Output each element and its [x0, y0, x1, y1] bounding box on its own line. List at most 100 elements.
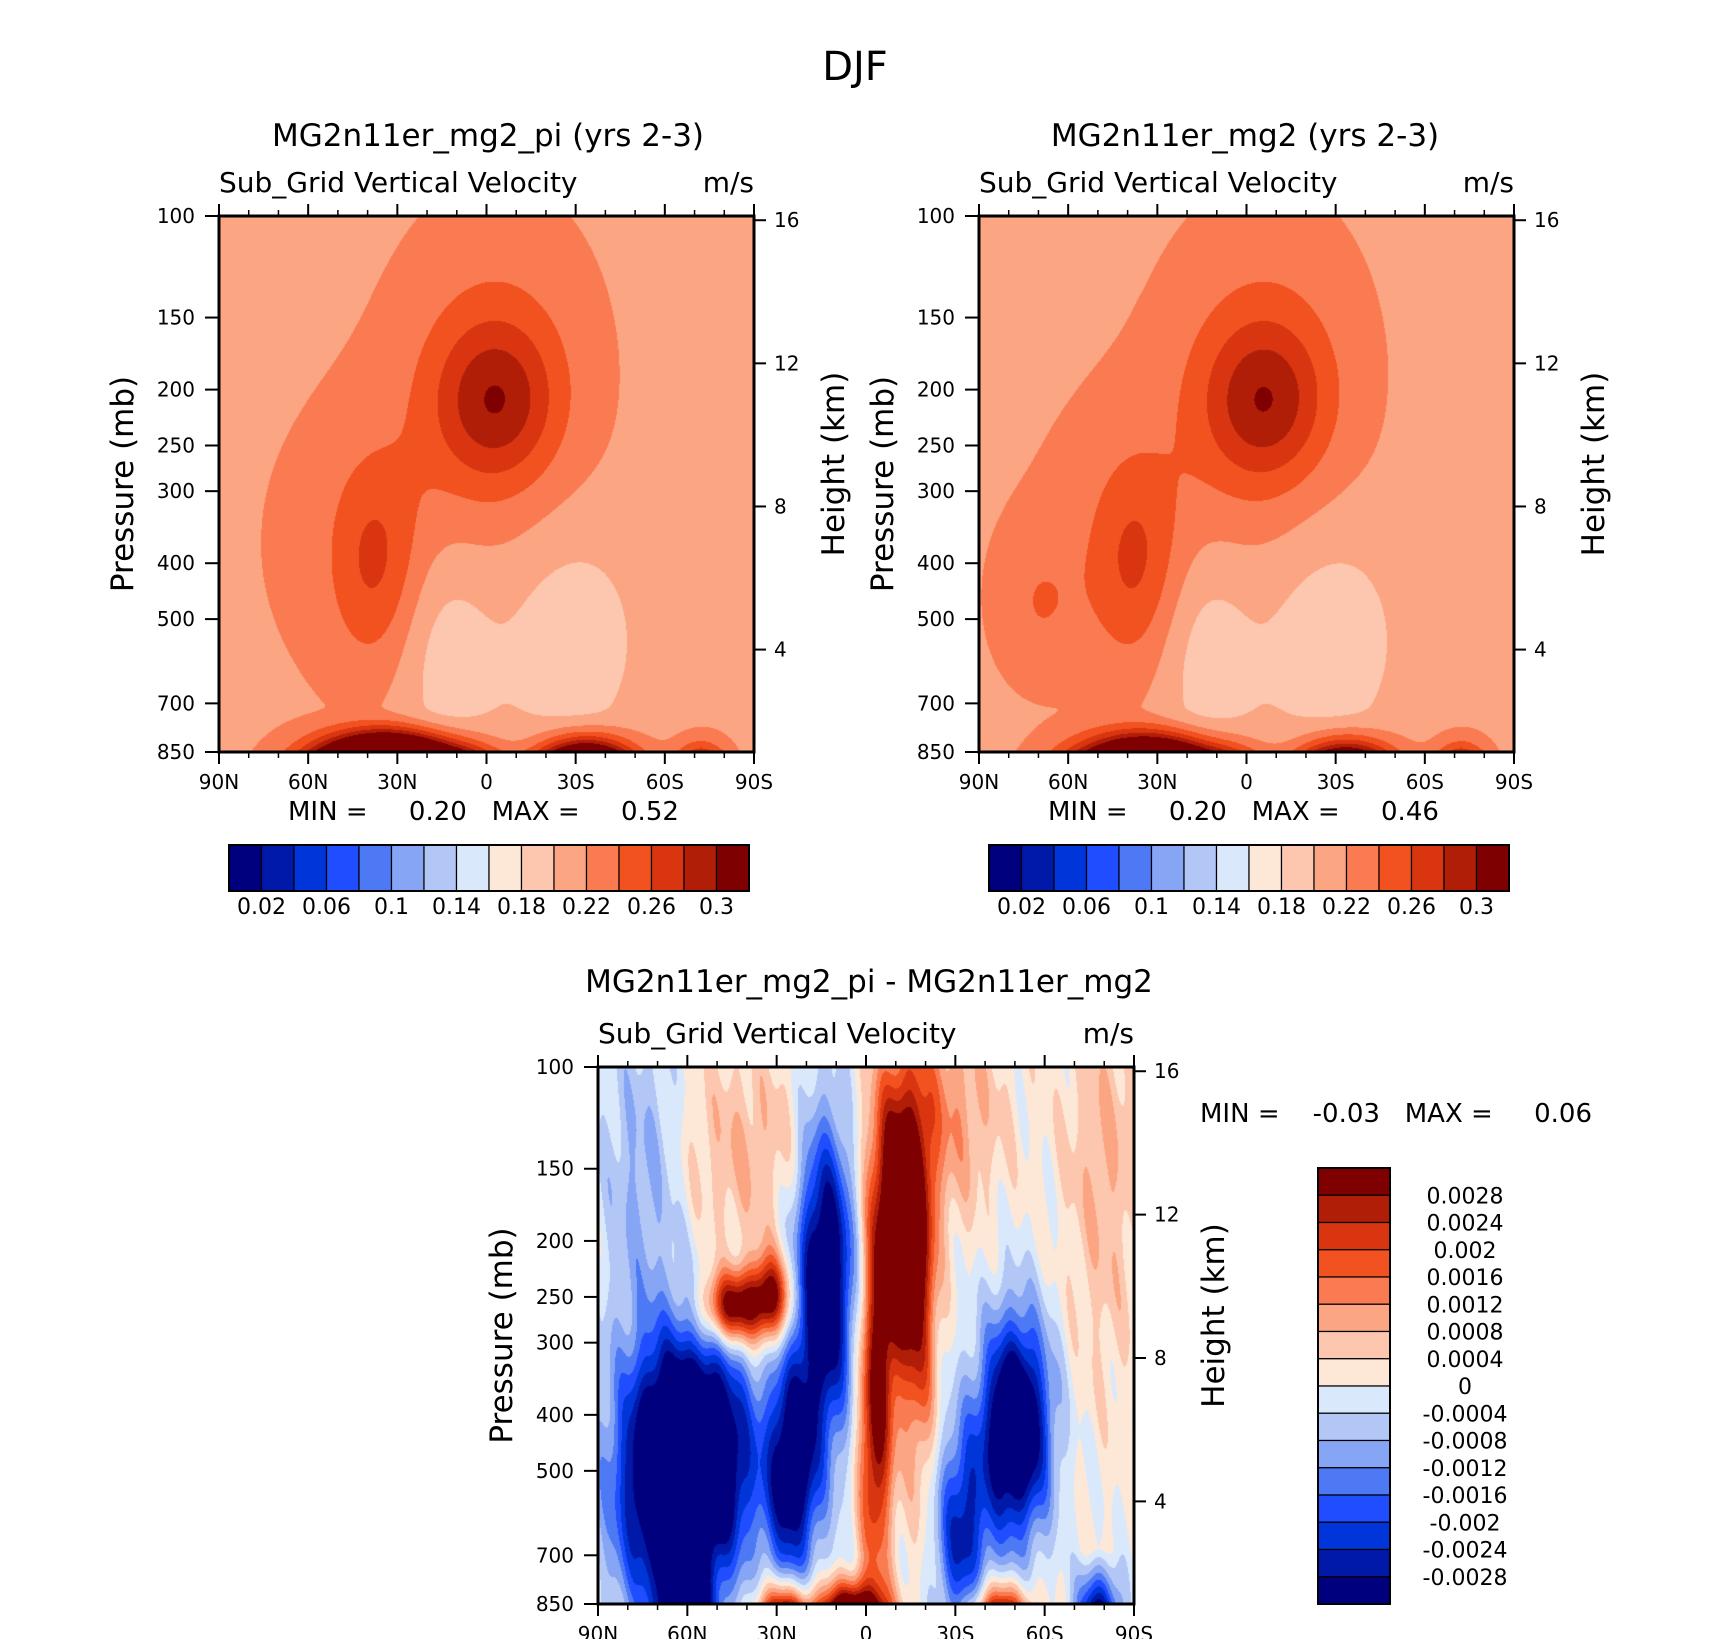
colorbar-swatch — [1317, 1194, 1391, 1224]
lat-tick-label: 60N — [288, 770, 328, 794]
pressure-tick-label: 850 — [157, 740, 195, 764]
colorbar-swatch — [1150, 844, 1185, 892]
panel-1-plot-area: 100 150 200 250 300 400 500 700 850 16 12 8 4 90N 60N 3… — [105, 204, 852, 794]
colorbar-swatch — [1317, 1412, 1391, 1442]
pressure-tick-label: 250 — [917, 433, 955, 457]
lat-tick-label: 90S — [1495, 770, 1533, 794]
colorbar-swatch — [1317, 1330, 1391, 1360]
pressure-tick-label: 700 — [917, 691, 955, 715]
colorbar-swatch — [358, 844, 393, 892]
panel-2-field-heatmap — [979, 216, 1514, 752]
colorbar-swatch — [1118, 844, 1153, 892]
colorbar-label: 0.002 — [1434, 1239, 1497, 1264]
colorbar-swatch — [455, 844, 490, 892]
lat-tick-label: 30N — [756, 1622, 796, 1639]
lat-tick-label: 30N — [377, 770, 417, 794]
colorbar-swatch — [988, 844, 1023, 892]
colorbar-swatch — [325, 844, 360, 892]
colorbar-frame — [988, 844, 1510, 892]
lat-tick-label: 60N — [1048, 770, 1088, 794]
colorbar-label: 0.18 — [1257, 895, 1306, 920]
lat-tick-label: 60S — [1406, 770, 1444, 794]
colorbar-label: 0.1 — [1134, 895, 1169, 920]
y-axis-label-left: Pressure (mb) — [484, 1227, 520, 1443]
colorbar-label: 0.26 — [1387, 895, 1436, 920]
y-axis-label-right: Height (km) — [816, 372, 852, 557]
panel-2-min-max: MIN = 0.20 MAX = 0.46 — [1048, 797, 1439, 827]
pressure-tick-label: 700 — [157, 691, 195, 715]
colorbar-label: 0.0004 — [1427, 1348, 1504, 1373]
panel-1-units: m/s — [703, 166, 754, 199]
colorbar-label: 0.22 — [562, 895, 611, 920]
lat-tick-label: 30S — [557, 770, 595, 794]
lat-tick-label: 60N — [667, 1622, 707, 1639]
pressure-tick-label: 100 — [917, 204, 955, 228]
lat-tick-label: 90S — [735, 770, 773, 794]
colorbar-label: 0.3 — [699, 895, 734, 920]
lat-tick-label: 30N — [1137, 770, 1177, 794]
height-tick-label: 12 — [1154, 1203, 1179, 1227]
pressure-tick-label: 200 — [917, 378, 955, 402]
colorbar-label: -0.0004 — [1423, 1402, 1508, 1427]
height-tick-label: 8 — [1534, 494, 1547, 518]
height-tick-label: 8 — [774, 494, 787, 518]
panel-3-subtitle: Sub_Grid Vertical Velocity — [598, 1017, 957, 1050]
panel-3-units: m/s — [1083, 1017, 1134, 1050]
colorbar-swatch — [1345, 844, 1380, 892]
pressure-tick-label: 100 — [536, 1055, 574, 1079]
pressure-tick-label: 300 — [917, 479, 955, 503]
colorbar-swatch — [390, 844, 425, 892]
lat-tick-label: 90N — [578, 1622, 618, 1639]
colorbar-swatch — [1317, 1276, 1391, 1305]
lat-tick-label: 90N — [959, 770, 999, 794]
panel-3-plot-area: 100 150 200 250 300 400 500 700 850 16 12 8 4 90N 60N 3… — [484, 1055, 1232, 1639]
pressure-tick-label: 500 — [536, 1459, 574, 1483]
colorbar-swatch — [1313, 844, 1348, 892]
panel-1-min-max: MIN = 0.20 MAX = 0.52 — [288, 797, 679, 827]
pressure-tick-label: 150 — [536, 1157, 574, 1181]
pressure-tick-label: 500 — [917, 607, 955, 631]
colorbar-label: 0.26 — [627, 895, 676, 920]
panel-2: MG2n11er_mg2 (yrs 2-3) Sub_Grid Vertical… — [865, 118, 1612, 920]
colorbar-swatch — [1317, 1358, 1391, 1387]
colorbar-swatch — [228, 844, 263, 892]
lat-tick-label: 60S — [646, 770, 684, 794]
height-tick-label: 4 — [774, 638, 787, 662]
colorbar-swatch — [650, 844, 685, 892]
lat-tick-label: 0 — [480, 770, 493, 794]
colorbar-swatch — [1317, 1548, 1391, 1578]
panel-1-colorbar: 0.02 0.06 0.1 0.14 0.18 0.22 0.26 0.3 — [228, 844, 750, 920]
colorbar-label: 0.02 — [997, 895, 1046, 920]
pressure-tick-label: 250 — [536, 1285, 574, 1309]
height-tick-label: 4 — [1534, 638, 1547, 662]
pressure-tick-label: 700 — [536, 1543, 574, 1567]
colorbar-label: -0.0008 — [1423, 1430, 1508, 1455]
colorbar-frame — [1317, 1167, 1391, 1605]
pressure-tick-label: 200 — [536, 1229, 574, 1253]
colorbar-label: 0.14 — [1192, 895, 1241, 920]
lat-tick-label: 30S — [1317, 770, 1355, 794]
colorbar-swatch — [585, 844, 620, 892]
colorbar-label: -0.0024 — [1423, 1539, 1508, 1564]
pressure-tick-label: 400 — [917, 551, 955, 575]
panel-2-title: MG2n11er_mg2 (yrs 2-3) — [1051, 118, 1439, 154]
lat-tick-label: 0 — [860, 1622, 873, 1639]
colorbar-swatch — [1410, 844, 1445, 892]
pressure-tick-label: 500 — [157, 607, 195, 631]
pressure-tick-label: 300 — [157, 479, 195, 503]
pressure-tick-label: 850 — [536, 1592, 574, 1616]
panel-3-title: MG2n11er_mg2_pi - MG2n11er_mg2 — [585, 964, 1153, 1000]
colorbar-label: 0.0016 — [1427, 1266, 1504, 1291]
colorbar-swatch — [488, 844, 523, 892]
colorbar-label: 0 — [1458, 1375, 1472, 1400]
panel-1-title: MG2n11er_mg2_pi (yrs 2-3) — [272, 118, 704, 154]
colorbar-swatch — [1317, 1167, 1391, 1196]
panel-2-subtitle: Sub_Grid Vertical Velocity — [979, 166, 1338, 199]
panel-1: MG2n11er_mg2_pi (yrs 2-3) Sub_Grid Verti… — [105, 118, 852, 920]
height-tick-label: 12 — [774, 351, 799, 375]
pressure-tick-label: 100 — [157, 204, 195, 228]
panel-3-field-heatmap — [598, 1067, 1134, 1604]
colorbar-label: -0.002 — [1430, 1511, 1501, 1536]
